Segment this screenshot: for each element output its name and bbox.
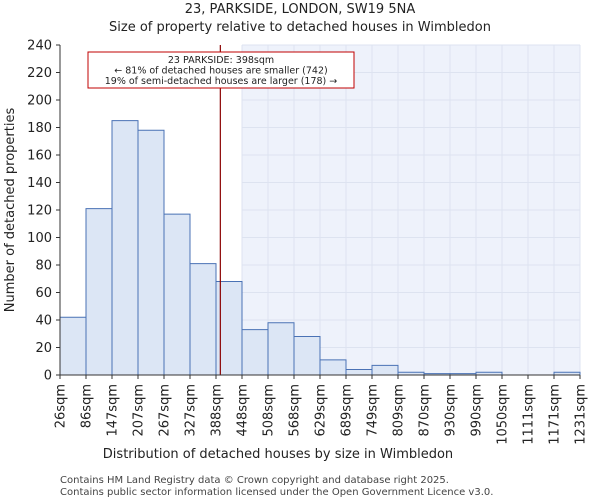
bars bbox=[59, 120, 581, 376]
y-tick-label: 20 bbox=[35, 341, 52, 356]
x-tick-label: 267sqm bbox=[158, 384, 173, 437]
x-tick-label: 1171sqm bbox=[548, 384, 563, 445]
x-tick-label: 388sqm bbox=[210, 384, 225, 437]
x-tick-label: 26sqm bbox=[54, 384, 69, 428]
y-tick-label: 80 bbox=[35, 259, 52, 274]
x-tick-label: 990sqm bbox=[470, 384, 485, 437]
x-tick-label: 1111sqm bbox=[522, 384, 537, 445]
y-tick-label: 140 bbox=[27, 176, 52, 191]
x-tick-label: 568sqm bbox=[288, 384, 303, 437]
bar-86sqm bbox=[85, 208, 113, 376]
y-tick-label: 180 bbox=[27, 121, 52, 136]
y-tick-label: 40 bbox=[35, 314, 52, 329]
y-tick-label: 240 bbox=[27, 39, 52, 54]
annotation-line-3: 19% of semi-detached houses are larger (… bbox=[105, 76, 338, 87]
x-tick-label: 1231sqm bbox=[574, 384, 589, 445]
x-tick-label: 1050sqm bbox=[496, 384, 511, 445]
bar-508sqm bbox=[267, 322, 295, 376]
bar-749sqm bbox=[371, 364, 399, 376]
bar-689sqm bbox=[345, 369, 373, 376]
bar-327sqm bbox=[189, 263, 217, 376]
annotation-border bbox=[87, 51, 355, 89]
x-tick-label: 448sqm bbox=[236, 384, 251, 437]
y-tick-label: 220 bbox=[27, 66, 52, 81]
annotation-line-2: ← 81% of detached houses are smaller (74… bbox=[114, 66, 327, 77]
y-tick-label: 0 bbox=[44, 369, 52, 384]
bar-26sqm bbox=[59, 316, 87, 376]
y-axis-label: Number of detached properties bbox=[3, 108, 18, 313]
y-tick-label: 200 bbox=[27, 94, 52, 109]
x-tick-label: 930sqm bbox=[444, 384, 459, 437]
y-tick-labels: 0 20 40 60 80 100 120 140 160 180 200 220 240 bbox=[27, 39, 60, 384]
x-tick-label: 327sqm bbox=[184, 384, 199, 437]
y-tick-label: 120 bbox=[27, 204, 52, 219]
x-tick-label: 689sqm bbox=[340, 384, 355, 437]
x-tick-labels: 26sqm 86sqm 147sqm 207sqm 267sqm 327sqm 388sqm… bbox=[54, 375, 589, 445]
y-tick-label: 60 bbox=[35, 286, 52, 301]
x-tick-label: 749sqm bbox=[366, 384, 381, 437]
x-tick-label: 508sqm bbox=[262, 384, 277, 437]
x-axis-label: Distribution of detached houses by size … bbox=[103, 447, 453, 462]
footer-line-2: Contains public sector information licen… bbox=[60, 487, 493, 498]
x-tick-label: 147sqm bbox=[106, 384, 121, 437]
bar-568sqm bbox=[293, 336, 321, 376]
x-tick-label: 870sqm bbox=[418, 384, 433, 437]
footer-line-1: Contains HM Land Registry data © Crown c… bbox=[60, 475, 449, 486]
x-tick-label: 207sqm bbox=[132, 384, 147, 437]
bar-147sqm bbox=[111, 120, 139, 376]
annotation-box: 23 PARKSIDE: 398sqm ← 81% of detached ho… bbox=[87, 51, 355, 89]
bar-448sqm bbox=[241, 329, 269, 376]
y-tick-label: 100 bbox=[27, 231, 52, 246]
chart-title-line-2: Size of property relative to detached ho… bbox=[109, 20, 491, 35]
chart-title-line-1: 23, PARKSIDE, LONDON, SW19 5NA bbox=[185, 2, 416, 17]
bar-629sqm bbox=[319, 359, 347, 376]
annotation-line-1: 23 PARKSIDE: 398sqm bbox=[168, 55, 274, 66]
x-tick-label: 629sqm bbox=[314, 384, 329, 437]
bar-267sqm bbox=[163, 213, 191, 376]
bar-207sqm bbox=[137, 129, 165, 376]
y-tick-label: 160 bbox=[27, 149, 52, 164]
x-tick-label: 86sqm bbox=[80, 384, 95, 428]
x-tick-label: 809sqm bbox=[392, 384, 407, 437]
